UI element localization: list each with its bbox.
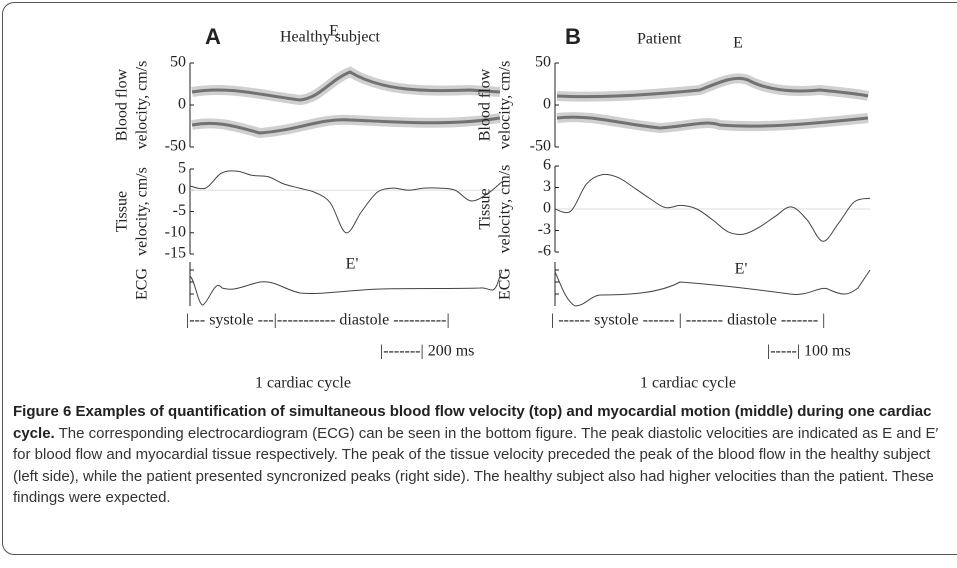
y-tick-label: 6	[543, 157, 551, 174]
y-axis-label: velocity, cm/s	[497, 61, 514, 150]
caption: Figure 6 Examples of quantification of s…	[13, 401, 948, 509]
y-tick-label: -50	[530, 138, 551, 155]
y-tick-label: 0	[543, 200, 551, 217]
y-tick-label: -15	[165, 245, 186, 262]
y-axis-label: Tissue	[477, 188, 494, 229]
y-axis-label: velocity, cm/s	[134, 61, 151, 150]
y-tick-label: 5	[178, 160, 186, 177]
panel-title: Patient	[637, 31, 682, 48]
peak-label: E'	[346, 256, 359, 273]
peak-label: E	[329, 23, 339, 40]
y-tick-label: 0	[178, 96, 186, 113]
figure: A Healthy subject B Patient 500-50Blood …	[0, 0, 957, 400]
ecg-trace	[190, 270, 502, 305]
y-tick-label: 0	[543, 96, 551, 113]
tissue-velocity-line	[190, 171, 502, 233]
y-tick-label: -3	[538, 221, 551, 238]
y-tick-label: 3	[543, 178, 551, 195]
y-tick-label: 50	[170, 54, 186, 71]
caption-text: The corresponding electrocardiogram (ECG…	[13, 425, 938, 507]
cycle-label: 1 cardiac cycle	[640, 375, 736, 392]
y-axis-label: Blood flow	[114, 68, 131, 141]
y-axis-label: Blood flow	[477, 68, 494, 141]
spectrogram-band	[192, 72, 500, 100]
y-axis-label: velocity, cm/s	[134, 167, 151, 256]
cycle-label: 1 cardiac cycle	[255, 375, 351, 392]
phase-label: | ------ systole ------ | ------- diasto…	[551, 312, 825, 329]
peak-label: E'	[735, 261, 748, 278]
y-tick-label: 50	[535, 54, 551, 71]
phase-label: |--- systole ---|----------- diastole --…	[186, 312, 450, 329]
y-axis-label: velocity, cm/s	[497, 165, 514, 254]
ecg-trace	[555, 270, 870, 306]
scale-label: |-----| 100 ms	[767, 343, 851, 360]
static-labels: A Healthy subject B Patient	[205, 24, 682, 49]
y-axis-label: Tissue	[114, 191, 131, 232]
panel-letter: B	[565, 24, 581, 49]
y-tick-label: -6	[538, 243, 551, 260]
y-axis-label: ECG	[134, 268, 151, 300]
scale-label: |-------| 200 ms	[380, 343, 474, 360]
y-tick-label: -10	[165, 223, 186, 240]
panel-letter: A	[205, 24, 221, 49]
tissue-velocity-line	[555, 174, 870, 241]
spectrogram-band	[557, 78, 868, 96]
y-axis-label: ECG	[497, 268, 514, 300]
y-tick-label: 0	[178, 181, 186, 198]
y-tick-label: -50	[165, 138, 186, 155]
y-tick-label: -5	[173, 202, 186, 219]
peak-label: E	[733, 35, 743, 52]
